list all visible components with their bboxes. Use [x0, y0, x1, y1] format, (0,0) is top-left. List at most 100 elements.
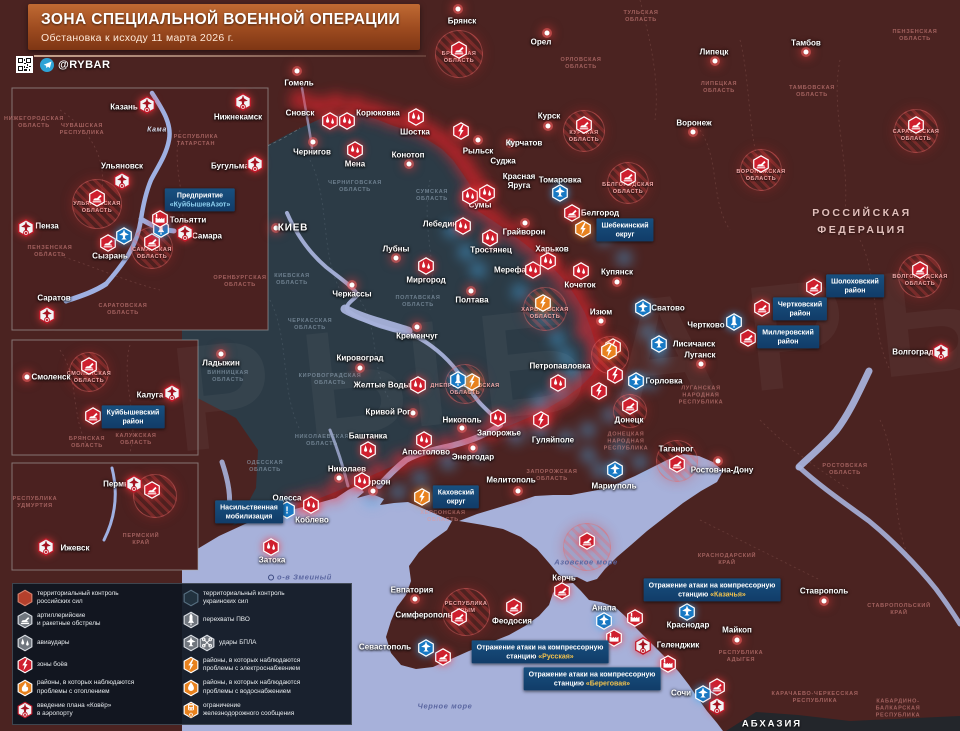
- region-label: БРЯНСКАЯ ОБЛАСТЬ: [68, 435, 106, 449]
- city-label: Затока: [258, 555, 286, 565]
- city-label: Сочи: [670, 688, 692, 698]
- city-dot: [349, 282, 355, 288]
- city-label: Сумы: [468, 200, 492, 210]
- city-label: Краснодар: [666, 620, 710, 630]
- region-label: НИКОЛАЕВСКАЯ ОБЛАСТЬ: [294, 433, 350, 447]
- marker-bombs-icon: [303, 496, 320, 515]
- city-label: Одесса: [272, 493, 302, 503]
- info-label-line: Каховский: [437, 488, 475, 496]
- info-label: Шолоховский район: [826, 274, 884, 298]
- marker-bombs-icon: [410, 376, 427, 395]
- marker-jet-icon: [651, 335, 668, 354]
- city-dot: [803, 49, 809, 55]
- legend-pvo-icon: [183, 611, 199, 629]
- info-label-line: мобилизация: [225, 513, 273, 520]
- legend-drop-icon: [183, 679, 199, 697]
- marker-jet-icon: [628, 372, 645, 391]
- city-dot: [455, 6, 461, 12]
- city-dot: [475, 137, 481, 143]
- city-label: Лубны: [382, 244, 410, 254]
- city-dot: [414, 324, 420, 330]
- city-label: Ставрополь: [799, 586, 849, 596]
- info-label: Миллеровский район: [757, 325, 819, 349]
- legend-item-label: районы, в которых наблюдаются проблемы с…: [203, 679, 301, 695]
- info-label-line: Отражение атаки на компрессорную: [528, 670, 656, 678]
- region-label: ОДЕССКАЯ ОБЛАСТЬ: [246, 459, 284, 473]
- info-label-line: Чертковский: [777, 300, 823, 308]
- legend-hex-navy-icon: [183, 589, 199, 607]
- sea-label-text: Азовское море: [554, 557, 618, 567]
- info-label: Отражение атаки на компрессорную станцию …: [523, 667, 661, 691]
- region-label: КИЕВСКАЯ ОБЛАСТЬ: [274, 272, 310, 286]
- marker-jet-icon: [418, 639, 435, 658]
- city-dot: [336, 475, 342, 481]
- city-label: Лисичанск: [672, 339, 716, 349]
- qr-code: [16, 56, 33, 73]
- city-dot: [357, 365, 363, 371]
- city-label: Чернигов: [293, 147, 331, 157]
- city-dot: [507, 140, 513, 146]
- page-subtitle: Обстановка к исходу 11 марта 2026 г.: [41, 32, 234, 44]
- city-label: Феодосия: [492, 616, 532, 626]
- map-legend: территориальный контроль российских сил а…: [12, 583, 352, 725]
- city-label: Нижнекамск: [213, 112, 263, 122]
- city-label: Гуляйполе: [531, 435, 575, 445]
- city-label: Ижевск: [60, 543, 90, 553]
- legend-item-label: территориальный контроль российских сил: [37, 589, 119, 605]
- legend-item-label: районы, в которых наблюдаются проблемы с…: [203, 656, 301, 673]
- region-label: ЛУГАНСКАЯ НАРОДНАЯ РЕСПУБЛИКА: [678, 385, 724, 406]
- legend-item: территориальный контроль российских сил: [17, 589, 181, 607]
- marker-artillery-icon: [908, 116, 925, 135]
- city-label: Запорожье: [477, 428, 521, 438]
- legend-item: введение плана «Ковёр» в аэропорту: [17, 701, 181, 719]
- city-label: Орел: [530, 37, 552, 47]
- city-label: Геленджик: [656, 640, 700, 650]
- marker-artillery-icon: [622, 397, 639, 416]
- city-dot: [410, 410, 416, 416]
- city-label: Ладыжин: [202, 358, 240, 368]
- city-label: Мерефа: [494, 265, 526, 275]
- zone-label: РЕСПУБЛИКА КРЫМ: [444, 600, 488, 614]
- info-label: Насильственная мобилизация: [215, 500, 283, 524]
- marker-factory-icon: [152, 210, 169, 229]
- marker-artillery-icon: [554, 582, 571, 601]
- marker-artillery-icon: [100, 234, 117, 253]
- sea-label: о-в Змеиный: [268, 573, 332, 582]
- city-label: Смоленск: [31, 372, 71, 382]
- marker-artillery-icon: [144, 481, 161, 500]
- region-label: РЕСПУБЛИКА АДЫГЕЯ: [718, 649, 764, 663]
- city-label: Бугульма: [210, 161, 250, 171]
- legend-right-column: территориальный контроль украинских сил п…: [183, 589, 347, 719]
- city-dot: [690, 129, 696, 135]
- marker-bombs-icon: [550, 374, 567, 393]
- city-label: Тростянец: [470, 245, 512, 255]
- city-label: Грайворон: [502, 227, 546, 237]
- city-label: Севастополь: [358, 642, 412, 652]
- city-dot: [218, 351, 224, 357]
- city-label: Волгоград: [892, 347, 934, 357]
- marker-factory-icon: [606, 629, 623, 648]
- region-label: КАЛУЖСКАЯ ОБЛАСТЬ: [115, 432, 157, 446]
- marker-plane-x-icon: [139, 96, 156, 115]
- region-label: КИРОВОГРАДСКАЯ ОБЛАСТЬ: [298, 372, 362, 386]
- marker-jet-icon: [596, 612, 613, 631]
- legend-item-label: территориальный контроль украинских сил: [203, 589, 285, 605]
- city-dot: [393, 255, 399, 261]
- sea-label: Черное море: [418, 702, 473, 711]
- city-label: Красная Яруга: [502, 171, 536, 190]
- marker-artillery-icon: [912, 261, 929, 280]
- city-label: Самара: [192, 231, 222, 241]
- info-label-line: округ: [446, 498, 466, 505]
- legend-flame-icon: [17, 679, 33, 697]
- legend-bombs-icon: [17, 634, 33, 652]
- telegram-channel[interactable]: @RYBAR: [40, 57, 110, 73]
- marker-bombs-icon: [339, 112, 356, 131]
- city-label: Мена: [344, 159, 366, 169]
- city-label: Пермь: [103, 479, 129, 489]
- page-title: ЗОНА СПЕЦИАЛЬНОЙ ВОЕННОЙ ОПЕРАЦИИ: [41, 11, 401, 28]
- marker-lightning-icon: [533, 411, 550, 430]
- info-label-line: станцию «Казачья»: [678, 591, 746, 598]
- legend-item: перехваты ПВО: [183, 611, 347, 629]
- city-dot: [698, 361, 704, 367]
- legend-item: районы, в которых наблюдаются проблемы с…: [183, 679, 347, 697]
